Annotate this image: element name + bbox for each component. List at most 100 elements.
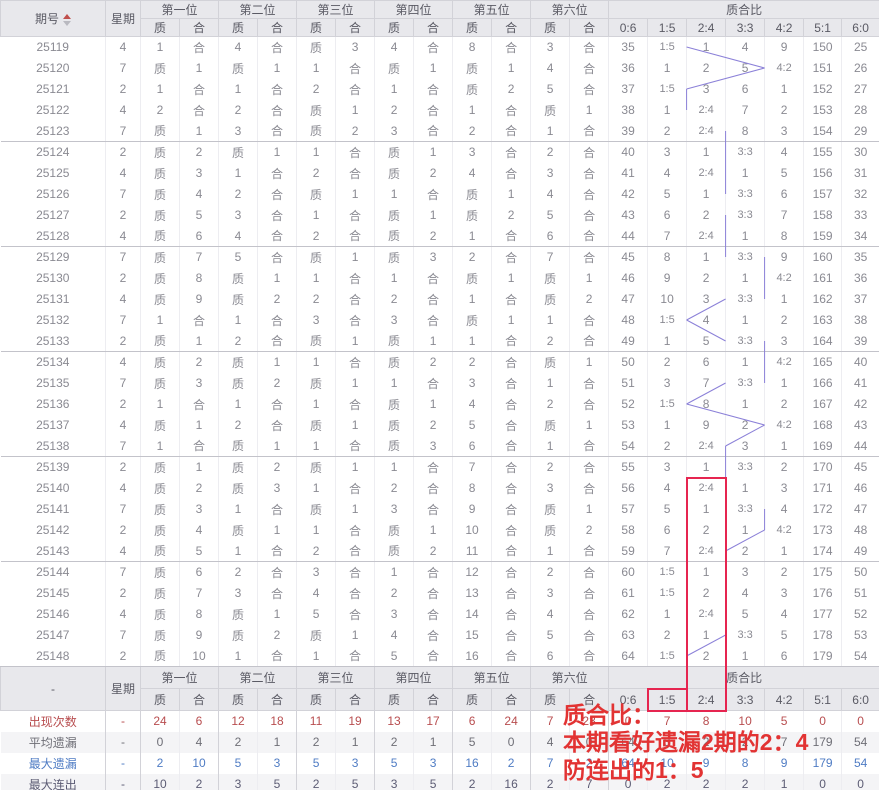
ratio-miss-cell: 57 (608, 498, 649, 520)
ratio-miss-cell: 1 (647, 57, 688, 79)
sort-icon[interactable] (63, 13, 71, 26)
composite-cell: 合 (257, 78, 298, 100)
footer-stat-cell: 16 (491, 773, 532, 790)
weekday-cell: 2 (105, 393, 141, 415)
footer-stat-cell: 23 (569, 710, 610, 732)
composite-cell: 合 (569, 540, 610, 562)
weekday-cell: 7 (105, 435, 141, 457)
ratio-miss-cell: 46 (841, 477, 879, 499)
issue-cell: 25138 (0, 435, 106, 457)
prime-subheader: 质 (530, 18, 571, 37)
miss-count-cell: 1 (218, 498, 259, 520)
ratio-miss-cell: 2 (686, 582, 727, 604)
ratio-miss-cell: 1 (686, 624, 727, 646)
ratio-miss-cell: 3 (686, 288, 727, 310)
issue-cell: 25146 (0, 603, 106, 625)
prime-cell: 质 (140, 57, 180, 79)
ratio-miss-cell: 1 (725, 225, 766, 247)
ratio-miss-cell: 49 (841, 540, 879, 562)
ratio-miss-cell: 171 (803, 477, 843, 499)
miss-count-cell: 1 (374, 267, 415, 289)
ratio-miss-cell: 1 (725, 645, 766, 667)
footer-stat-cell: 7 (569, 773, 610, 790)
ratio-miss-cell: 38 (841, 309, 879, 331)
miss-count-cell: 1 (335, 624, 376, 646)
composite-cell: 合 (257, 309, 298, 331)
composite-cell: 合 (179, 78, 220, 100)
miss-count-cell: 3 (452, 141, 493, 163)
miss-count-cell: 1 (257, 435, 298, 457)
prime-cell: 质 (140, 519, 180, 541)
weekday-cell: 7 (105, 246, 141, 268)
footer-ratio-stat-cell: 2 (725, 731, 766, 753)
miss-count-cell: 6 (452, 435, 493, 457)
miss-count-cell: 2 (257, 288, 298, 310)
ratio-miss-cell: 2 (764, 561, 805, 583)
ratio-miss-cell: 2 (764, 456, 805, 478)
miss-count-cell: 7 (530, 246, 571, 268)
miss-count-cell: 3 (179, 372, 220, 394)
ratio-miss-cell: 2 (647, 351, 688, 373)
ratio-hit-cell: 4:2 (764, 414, 805, 436)
composite-cell: 合 (569, 183, 610, 205)
ratio-miss-cell: 4 (725, 582, 766, 604)
ratio-hit-cell: 2:4 (686, 99, 727, 121)
issue-column-header[interactable]: 期号 (0, 0, 106, 37)
prime-cell: 质 (140, 351, 180, 373)
composite-cell: 合 (335, 540, 376, 562)
prime-cell: 质 (296, 330, 337, 352)
miss-count-cell: 3 (530, 162, 571, 184)
miss-count-cell: 2 (491, 204, 532, 226)
issue-cell: 25125 (0, 162, 106, 184)
miss-count-cell: 1 (374, 456, 415, 478)
miss-count-cell: 4 (296, 582, 337, 604)
footer-ratio-group-header: 质合比 (608, 666, 879, 689)
miss-count-cell: 4 (530, 603, 571, 625)
miss-count-cell: 5 (530, 624, 571, 646)
ratio-hit-cell: 2:4 (686, 603, 727, 625)
footer-ratio-stat-cell: 9 (764, 752, 805, 774)
issue-cell: 25144 (0, 561, 106, 583)
ratio-group-header: 质合比 (608, 0, 879, 19)
ratio-hit-cell: 3:3 (725, 456, 766, 478)
footer-stat-cell: 24 (491, 710, 532, 732)
footer-position-1-header: 第一位 (139, 666, 220, 689)
miss-count-cell: 2 (296, 540, 337, 562)
miss-count-cell: 2 (452, 246, 493, 268)
issue-cell: 25131 (0, 288, 106, 310)
prime-cell: 质 (140, 183, 180, 205)
ratio-miss-cell: 166 (803, 372, 843, 394)
composite-cell: 合 (413, 288, 454, 310)
ratio-miss-cell: 157 (803, 183, 843, 205)
ratio-miss-cell: 1 (764, 435, 805, 457)
miss-count-cell: 1 (569, 351, 610, 373)
footer-stat-row: 平均遗漏 -0 4 2 1 2 1 2 1 5 0 4 0 64 3 2 2 7 179 54 (0, 731, 879, 753)
weekday-cell: 2 (105, 330, 141, 352)
composite-cell: 合 (491, 120, 532, 142)
prime-cell: 质 (296, 624, 337, 646)
composite-cell: 合 (179, 99, 220, 121)
table-row: 25135 7 质 3 质 2 质 1 1 合 3 合 1 合 51 3 7 3:3 1 166 41 (0, 372, 879, 394)
footer-ratio-stat-cell: 8 (725, 752, 766, 774)
miss-count-cell: 2 (569, 288, 610, 310)
issue-cell: 25129 (0, 246, 106, 268)
miss-count-cell: 2 (530, 561, 571, 583)
composite-cell: 合 (569, 120, 610, 142)
composite-cell: 合 (335, 162, 376, 184)
miss-count-cell: 2 (452, 120, 493, 142)
ratio-hit-cell: 1:5 (647, 36, 688, 58)
weekday-cell: 4 (105, 540, 141, 562)
table-row: 25147 7 质 9 质 2 质 1 4 合 15 合 5 合 63 2 1 3:3 5 178 53 (0, 624, 879, 646)
miss-count-cell: 1 (296, 477, 337, 499)
ratio-miss-cell: 26 (841, 57, 879, 79)
footer-stats-body: 出现次数 -24 6 12 18 11 19 13 17 6 24 7 23 0 7 8 10 5 0 0 平均遗漏 -0… (0, 710, 879, 790)
footer-stat-cell: 5 (218, 752, 259, 774)
composite-cell: 合 (413, 582, 454, 604)
miss-count-cell: 1 (491, 267, 532, 289)
footer-ratio-stat-cell: 0 (803, 710, 843, 732)
miss-count-cell: 1 (530, 120, 571, 142)
ratio-miss-cell: 45 (841, 456, 879, 478)
composite-cell: 合 (491, 435, 532, 457)
ratio-miss-cell: 55 (608, 456, 649, 478)
miss-count-cell: 1 (530, 540, 571, 562)
